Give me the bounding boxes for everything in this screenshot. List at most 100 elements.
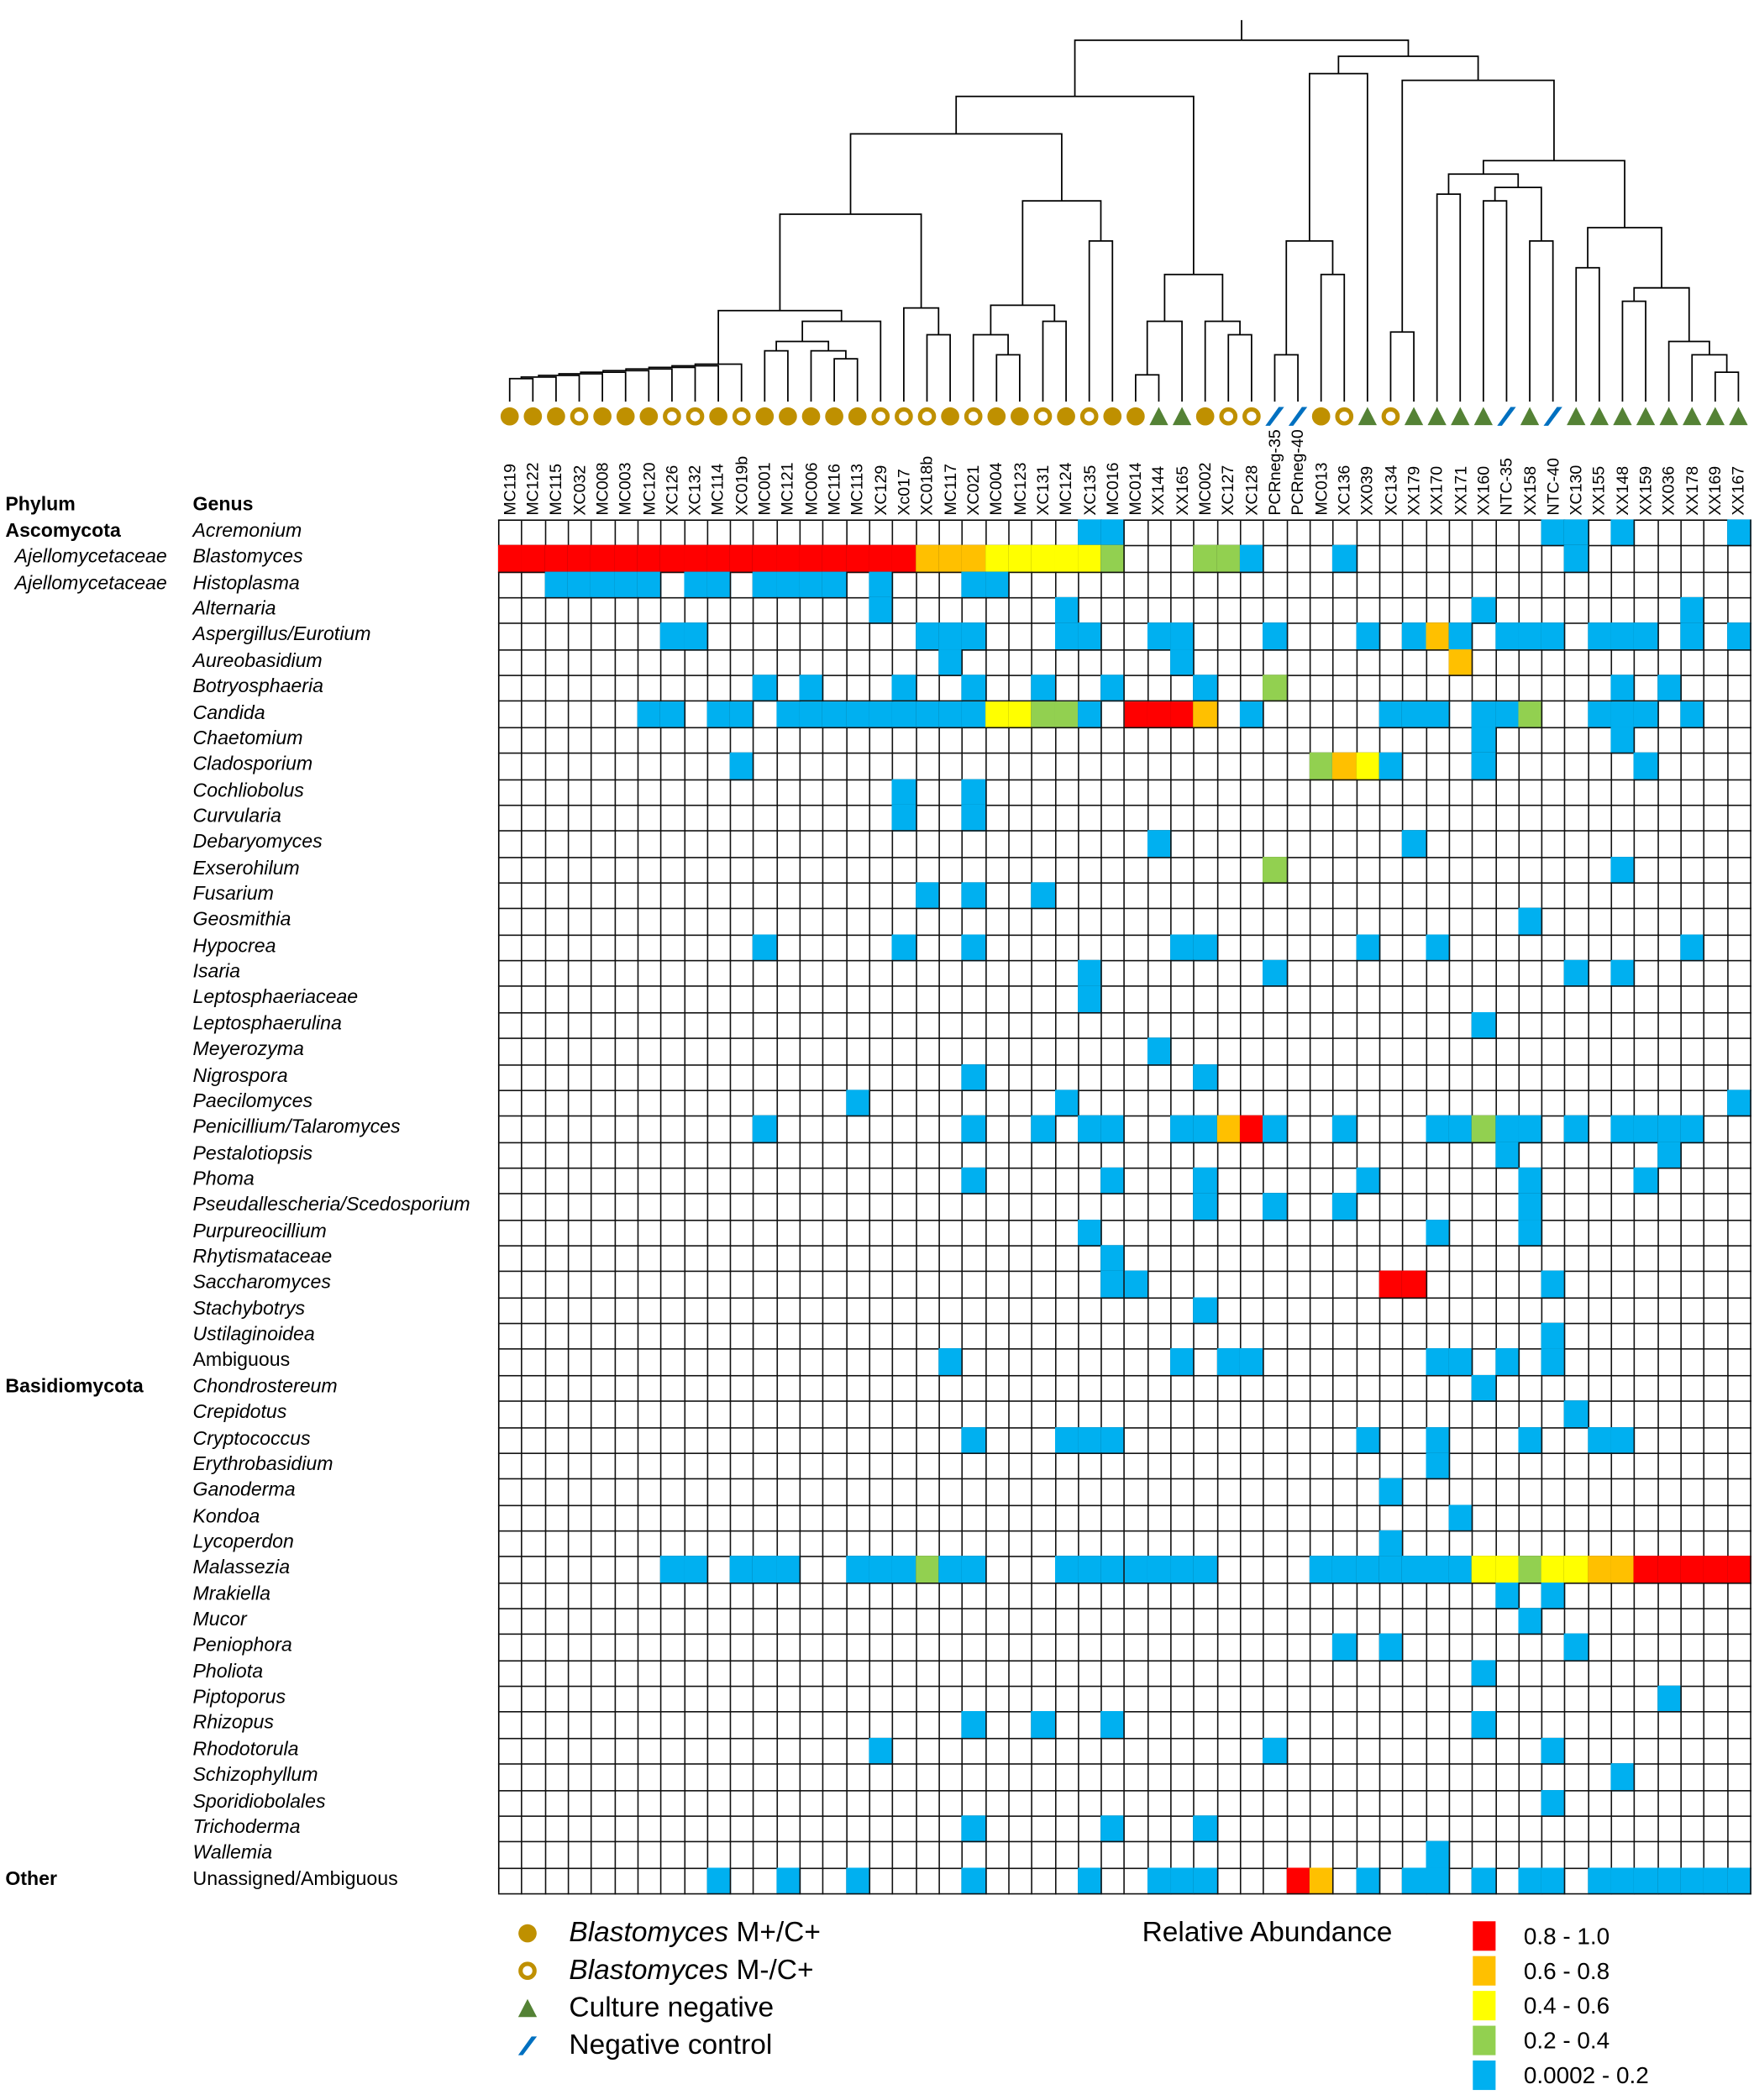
heatmap-cell-empty [799, 1711, 824, 1740]
heatmap-cell-y [1541, 1556, 1567, 1584]
heatmap-cell-empty [753, 1608, 778, 1635]
heatmap-cell-empty [497, 1634, 523, 1662]
heatmap-cell-b [683, 571, 708, 599]
heatmap-cell-empty [1610, 1789, 1636, 1817]
heatmap-cell-empty [1494, 648, 1520, 677]
heatmap-cell-empty [1518, 1452, 1543, 1480]
heatmap-cell-empty [1379, 1193, 1404, 1221]
heatmap-cell-empty [1657, 1530, 1683, 1558]
heatmap-cell-empty [1286, 908, 1311, 936]
heatmap-cell-empty [985, 1063, 1010, 1091]
heatmap-cell-empty [1634, 1530, 1659, 1558]
heatmap-cell-empty [753, 1063, 778, 1091]
heatmap-cell-empty [706, 1141, 732, 1169]
heatmap-cell-empty [1448, 1478, 1473, 1506]
heatmap-cell-empty [1402, 753, 1427, 780]
heatmap-cell-empty [938, 1089, 964, 1117]
heatmap-cell-r [521, 545, 546, 573]
heatmap-cell-y [1494, 1556, 1520, 1584]
heatmap-cell-empty [497, 1685, 523, 1714]
heatmap-cell-empty [1402, 1116, 1427, 1143]
heatmap-cell-empty [1054, 1504, 1079, 1532]
heatmap-cell-empty [1077, 1530, 1103, 1558]
heatmap-cell-empty [683, 1737, 708, 1766]
heatmap-cell-empty [1054, 1167, 1079, 1195]
marker-mp [616, 407, 635, 426]
heatmap-cell-empty [1402, 1089, 1427, 1117]
heatmap-cell-empty [1610, 1374, 1636, 1403]
heatmap-cell-empty [1657, 1063, 1683, 1091]
heatmap-cell-empty [1100, 1297, 1126, 1325]
heatmap-cell-empty [1286, 1348, 1311, 1377]
heatmap-cell-y [1031, 545, 1056, 573]
heatmap-cell-empty [1124, 1608, 1149, 1635]
heatmap-cell-empty [1124, 1763, 1149, 1791]
heatmap-cell-empty [1356, 908, 1381, 936]
heatmap-cell-empty [1680, 1193, 1705, 1221]
heatmap-cell-empty [521, 985, 546, 1014]
heatmap-cell-o [1588, 1556, 1613, 1584]
heatmap-cell-empty [521, 622, 546, 651]
heatmap-cell-empty [1216, 830, 1242, 858]
heatmap-cell-empty [753, 519, 778, 547]
heatmap-cell-empty [776, 1374, 801, 1403]
heatmap-cell-empty [521, 1426, 546, 1454]
heatmap-cell-empty [915, 1245, 940, 1273]
column-label: XX169 [1706, 431, 1725, 516]
genus-label: Paecilomyces [192, 1090, 313, 1113]
heatmap-cell-empty [660, 1426, 685, 1454]
heatmap-cell-empty [544, 1219, 570, 1247]
heatmap-cell-empty [985, 1634, 1010, 1662]
heatmap-cell-empty [521, 1037, 546, 1065]
heatmap-cell-empty [1332, 908, 1358, 936]
heatmap-cell-empty [613, 1737, 639, 1766]
heatmap-cell-b [1402, 622, 1427, 651]
heatmap-cell-empty [1332, 882, 1358, 910]
heatmap-cell-empty [1216, 1634, 1242, 1662]
heatmap-cell-b [1448, 1348, 1473, 1377]
heatmap-cell-empty [706, 1037, 732, 1065]
heatmap-cell-empty [776, 1504, 801, 1532]
heatmap-cell-empty [1193, 882, 1219, 910]
heatmap-cell-empty [544, 1582, 570, 1609]
heatmap-cell-empty [799, 753, 824, 780]
heatmap-cell-empty [1147, 1478, 1172, 1506]
heatmap-cell-b [1425, 1116, 1451, 1143]
sample-id: MC016 [1103, 462, 1122, 516]
heatmap-cell-empty [1332, 675, 1358, 702]
heatmap-cell-empty [869, 959, 894, 988]
heatmap-cell-empty [1518, 1737, 1543, 1766]
heatmap-cell-empty [776, 1348, 801, 1377]
heatmap-cell-empty [1564, 1037, 1589, 1065]
heatmap-cell-empty [521, 675, 546, 702]
heatmap-cell-empty [497, 1737, 523, 1766]
heatmap-cell-b [1332, 1193, 1358, 1221]
heatmap-cell-empty [1425, 1763, 1451, 1791]
heatmap-cell-empty [729, 856, 755, 884]
heatmap-cell-empty [1425, 1193, 1451, 1221]
heatmap-cell-empty [567, 1297, 592, 1325]
heatmap-cell-empty [1704, 1452, 1729, 1480]
heatmap-cell-empty [1286, 804, 1311, 832]
heatmap-cell-empty [1541, 1426, 1567, 1454]
heatmap-cell-empty [544, 882, 570, 910]
heatmap-cell-empty [1494, 856, 1520, 884]
heatmap-cell-empty [1610, 985, 1636, 1014]
heatmap-cell-empty [1193, 1271, 1219, 1299]
dendrogram-branch [1146, 320, 1183, 402]
heatmap-cell-empty [591, 1866, 616, 1895]
heatmap-cell-empty [1494, 1711, 1520, 1740]
heatmap-cell-empty [544, 1245, 570, 1273]
heatmap-cell-empty [1726, 753, 1751, 780]
heatmap-cell-empty [1472, 1582, 1497, 1609]
heatmap-cell-empty [799, 778, 824, 806]
heatmap-cell-empty [1448, 1789, 1473, 1817]
heatmap-cell-empty [637, 1037, 662, 1065]
heatmap-cell-empty [1124, 753, 1149, 780]
heatmap-cell-empty [637, 1452, 662, 1480]
heatmap-cell-empty [799, 1374, 824, 1403]
heatmap-cell-empty [1564, 1374, 1589, 1403]
heatmap-cell-empty [1425, 1711, 1451, 1740]
heatmap-cell-empty [1564, 1193, 1589, 1221]
heatmap-cell-empty [892, 1711, 917, 1740]
